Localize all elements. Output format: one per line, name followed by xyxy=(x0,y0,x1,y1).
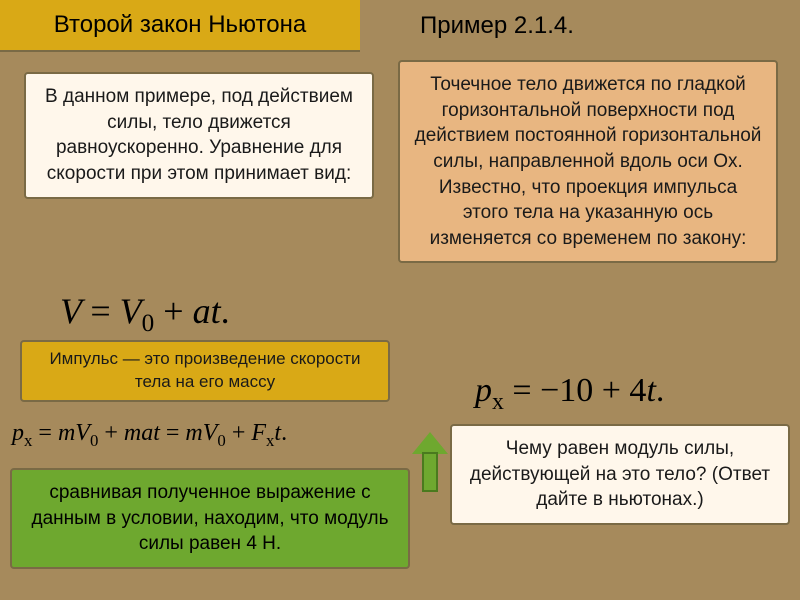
question-box: Чему равен модуль силы, действующей на э… xyxy=(450,424,790,525)
problem-statement-box: Точечное тело движется по гладкой горизо… xyxy=(398,60,778,263)
example-number: Пример 2.1.4. xyxy=(360,0,800,52)
law-title: Второй закон Ньютона xyxy=(0,0,360,52)
impulse-definition-box: Импульс — это произведение скорости тела… xyxy=(20,340,390,402)
velocity-explanation-box: В данном примере, под действием силы, те… xyxy=(24,72,374,199)
up-arrow-icon xyxy=(412,432,448,488)
momentum-law-formula: px = −10 + 4t. xyxy=(475,372,664,416)
title-bar: Второй закон Ньютона Пример 2.1.4. xyxy=(0,0,800,52)
derivation-formula: px = mV0 + mat = mV0 + Fxt. xyxy=(12,420,287,451)
comparison-conclusion-box: сравнивая полученное выражение с данным … xyxy=(10,468,410,569)
velocity-formula: V = V0 + at. xyxy=(60,290,230,338)
